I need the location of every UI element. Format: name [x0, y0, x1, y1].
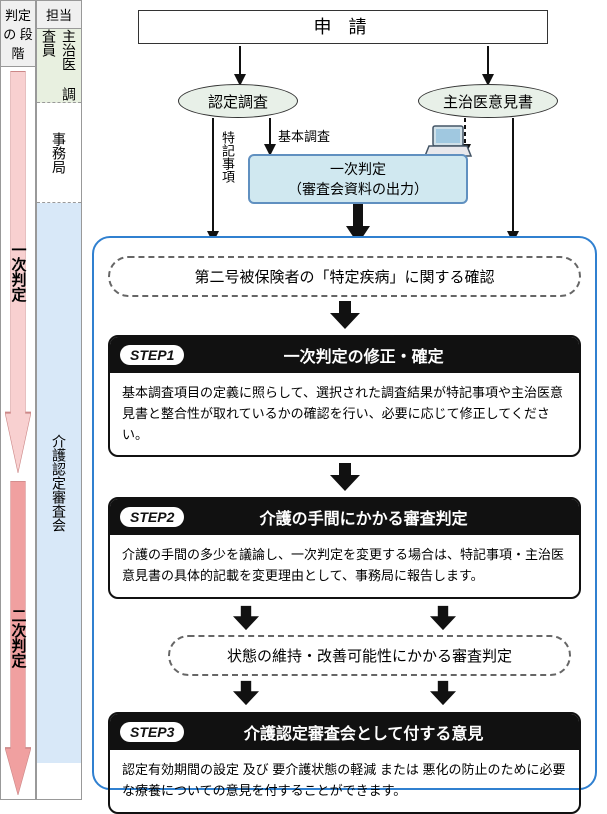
- stage-header: 判定の 段階: [1, 1, 35, 67]
- step3-body: 認定有効期間の設定 及び 要介護状態の軽減 または 悪化の防止のために必要な療養…: [110, 750, 579, 812]
- step3-header: STEP3 介護認定審査会として付する意見: [110, 714, 579, 750]
- tantou-cell: 主治医 調査員: [37, 29, 81, 103]
- step3-block: STEP3 介護認定審査会として付する意見 認定有効期間の設定 及び 要介護状態…: [108, 712, 581, 814]
- label-tokki: 特記事項: [218, 131, 237, 183]
- ellipse-survey: 認定調査: [178, 84, 298, 118]
- tantou-cell: 事務局: [37, 103, 81, 203]
- primary-sub: （審査会資料の出力）: [250, 180, 466, 200]
- arrows-maintain-down: [148, 680, 541, 706]
- primary-title: 一次判定: [250, 160, 466, 180]
- diagram-root: 判定の 段階 一次判定二次判定 担当 主治医 調査員事務局介護認定審査会 申 請…: [0, 0, 607, 800]
- confirm-box: 第二号被保険者の「特定疾病」に関する確認: [108, 256, 581, 297]
- primary-judgement-box: 一次判定 （審査会資料の出力）: [248, 154, 468, 204]
- step2-block: STEP2 介護の手間にかかる審査判定 介護の手間の多少を議論し、一次判定を変更…: [108, 497, 581, 599]
- arrows-step2-down: [148, 605, 541, 631]
- tantou-header: 担当: [37, 1, 81, 29]
- application-box: 申 請: [138, 10, 548, 44]
- step1-header: STEP1 一次判定の修正・確定: [110, 337, 579, 373]
- arrow-down-1: [108, 301, 581, 329]
- step2-title: 介護の手間にかかる審査判定: [198, 505, 569, 529]
- arrow-down-2: [108, 463, 581, 491]
- step2-header: STEP2 介護の手間にかかる審査判定: [110, 499, 579, 535]
- arrow-doctor-down: [506, 118, 520, 243]
- step1-body: 基本調査項目の定義に照らして、選択された調査結果が特記事項や主治医意見書と整合性…: [110, 373, 579, 455]
- maintain-box: 状態の維持・改善可能性にかかる審査判定: [168, 635, 571, 676]
- step1-badge: STEP1: [120, 345, 184, 365]
- step3-title: 介護認定審査会として付する意見: [198, 720, 569, 744]
- arrow-app-left: [233, 46, 247, 86]
- stage-arrow: 二次判定: [1, 477, 35, 799]
- tantou-column: 担当 主治医 調査員事務局介護認定審査会: [36, 0, 82, 800]
- tantou-cell: 介護認定審査会: [37, 203, 81, 763]
- tantou-body: 主治医 調査員事務局介護認定審査会: [37, 29, 81, 799]
- step2-badge: STEP2: [120, 507, 184, 527]
- review-panel: 第二号被保険者の「特定疾病」に関する確認 STEP1 一次判定の修正・確定 基本…: [92, 236, 597, 790]
- main-area: 申 請 認定調査 主治医意見書 基本調査 特記事項 一次判定 （審査会資料の出力…: [82, 0, 607, 800]
- step1-title: 一次判定の修正・確定: [198, 343, 569, 367]
- label-kihon: 基本調査: [278, 126, 330, 145]
- arrow-basic: [263, 118, 277, 156]
- top-flow: 申 請 認定調査 主治医意見書 基本調査 特記事項 一次判定 （審査会資料の出力…: [88, 6, 601, 236]
- ellipse-doctor: 主治医意見書: [418, 84, 558, 118]
- stage-column: 判定の 段階 一次判定二次判定: [0, 0, 36, 800]
- step3-badge: STEP3: [120, 722, 184, 742]
- stage-body: 一次判定二次判定: [1, 67, 35, 799]
- step2-body: 介護の手間の多少を議論し、一次判定を変更する場合は、特記事項・主治医意見書の具体…: [110, 535, 579, 597]
- step1-block: STEP1 一次判定の修正・確定 基本調査項目の定義に照らして、選択された調査結…: [108, 335, 581, 457]
- left-columns: 判定の 段階 一次判定二次判定 担当 主治医 調査員事務局介護認定審査会: [0, 0, 82, 800]
- arrow-app-right: [481, 46, 495, 86]
- stage-arrow: 一次判定: [1, 67, 35, 477]
